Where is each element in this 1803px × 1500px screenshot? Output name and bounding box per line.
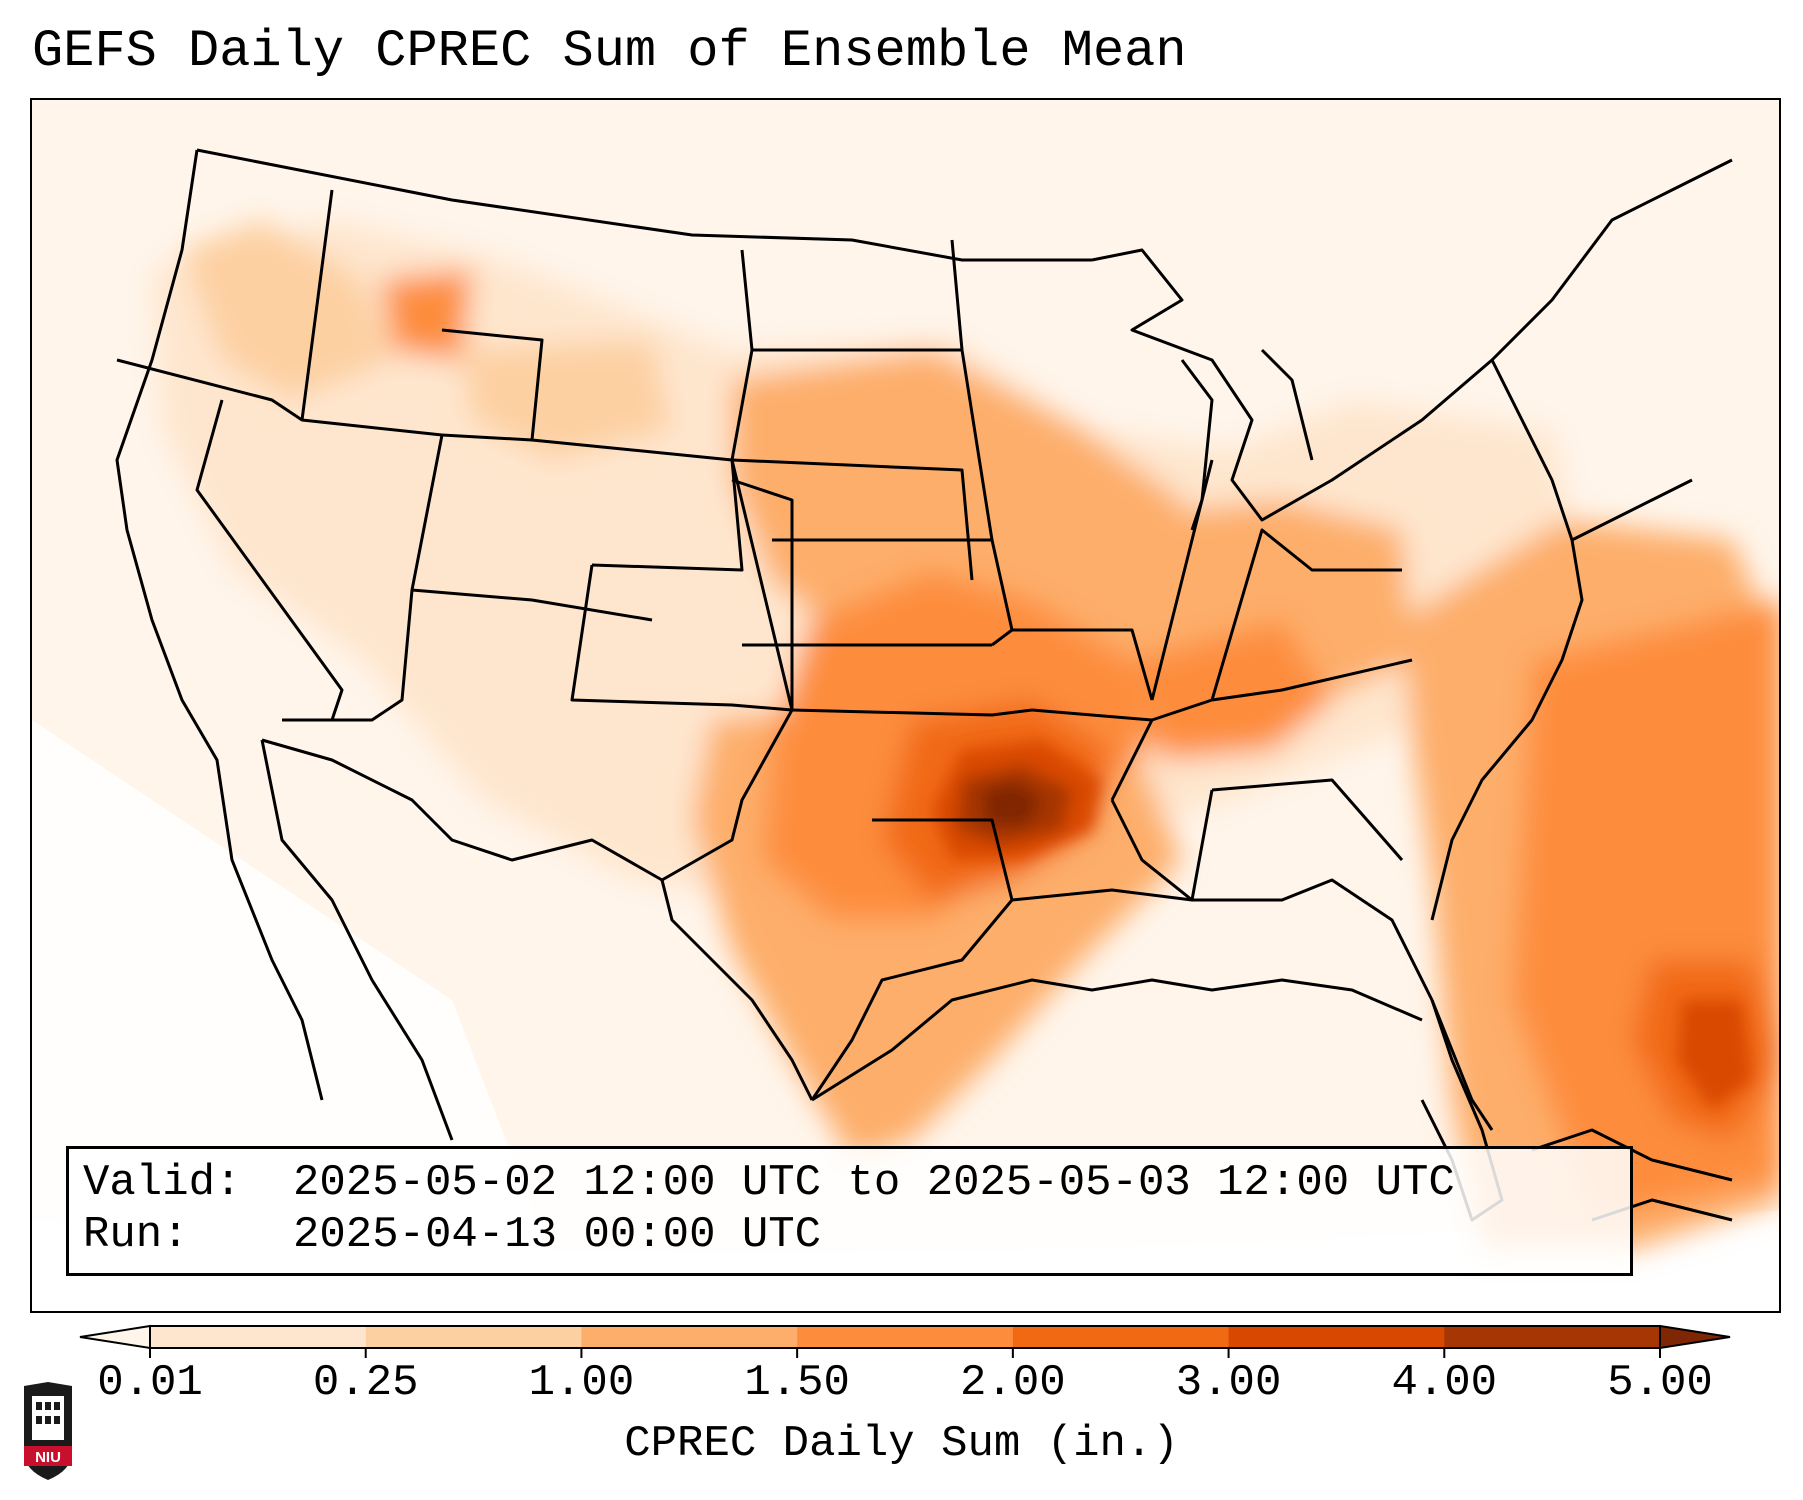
colorbar-tick-label: 0.25 bbox=[312, 1358, 419, 1408]
colorbar-tick-label: 4.00 bbox=[1391, 1358, 1498, 1408]
colorbar-segment bbox=[581, 1326, 798, 1348]
colorbar-label: CPREC Daily Sum (in.) bbox=[624, 1419, 1179, 1469]
colorbar-segment bbox=[1228, 1326, 1445, 1348]
colorbar-tick-label: 1.00 bbox=[528, 1358, 635, 1408]
chart-title: GEFS Daily CPREC Sum of Ensemble Mean bbox=[32, 22, 1187, 81]
precip-map bbox=[32, 100, 1779, 1311]
map-panel bbox=[30, 98, 1781, 1313]
valid-run-box: Valid: 2025-05-02 12:00 UTC to 2025-05-03… bbox=[66, 1146, 1633, 1276]
colorbar-outline bbox=[149, 1325, 1661, 1349]
colorbar-tick-label: 0.01 bbox=[97, 1358, 203, 1408]
logo-text: NIU bbox=[35, 1449, 61, 1466]
valid-value: 2025-05-02 12:00 UTC to 2025-05-03 12:00… bbox=[293, 1158, 1455, 1208]
colorbar bbox=[79, 1324, 1731, 1358]
run-value: 2025-04-13 00:00 UTC bbox=[293, 1210, 822, 1260]
valid-row: Valid: 2025-05-02 12:00 UTC to 2025-05-03… bbox=[83, 1157, 1455, 1209]
colorbar-segment bbox=[365, 1326, 582, 1348]
colorbar-tick-label: 5.00 bbox=[1607, 1358, 1713, 1408]
run-row: Run: 2025-04-13 00:00 UTC bbox=[83, 1209, 821, 1261]
colorbar-segment bbox=[1012, 1326, 1230, 1348]
state-boundaries bbox=[115, 148, 1733, 1222]
colorbar-segment bbox=[1444, 1326, 1661, 1348]
colorbar-tick-label: 3.00 bbox=[1175, 1358, 1282, 1408]
run-label: Run: bbox=[83, 1210, 189, 1260]
colorbar-segment bbox=[150, 1326, 367, 1348]
colorbar-segment bbox=[797, 1326, 1014, 1348]
colorbar-extend-high bbox=[1659, 1324, 1731, 1350]
valid-label: Valid: bbox=[83, 1158, 242, 1208]
niu-logo: NIU bbox=[24, 1382, 72, 1480]
colorbar-tick-label: 2.00 bbox=[960, 1358, 1066, 1408]
colorbar-extend-low bbox=[79, 1324, 151, 1350]
colorbar-tick-label: 1.50 bbox=[744, 1358, 850, 1408]
